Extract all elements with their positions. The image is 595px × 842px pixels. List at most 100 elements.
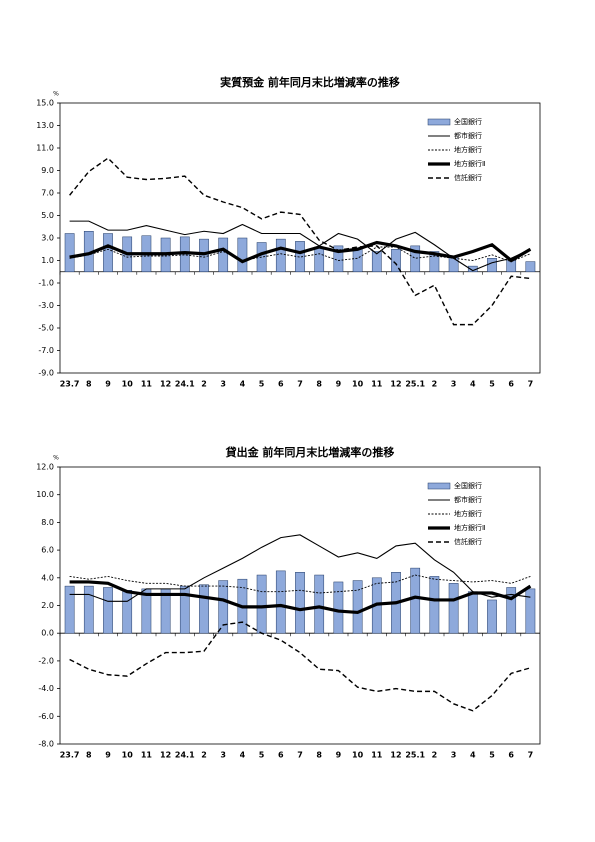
- x-tick-label: 4: [470, 751, 476, 760]
- x-tick-label: 9: [105, 380, 111, 389]
- legend-label: 信託銀行: [454, 173, 482, 182]
- x-tick-label: 9: [336, 751, 342, 760]
- bar: [237, 237, 248, 272]
- bar: [410, 245, 421, 272]
- x-tick-label: 3: [451, 380, 457, 389]
- x-tick-label: 10: [352, 380, 364, 389]
- x-tick-label: 7: [297, 751, 303, 760]
- x-tick-label: 24.1: [175, 380, 195, 389]
- line: [69, 621, 531, 712]
- bar: [352, 580, 363, 634]
- legend-label: 地方銀行Ⅱ: [454, 159, 485, 168]
- x-tick-label: 2: [432, 751, 438, 760]
- x-tick-label: 23.7: [60, 380, 80, 389]
- bar: [199, 238, 209, 272]
- bar: [83, 585, 94, 634]
- bar: [467, 591, 478, 634]
- x-tick-label: 11: [371, 751, 383, 760]
- y-tick-label: -9.0: [38, 369, 54, 378]
- x-tick-label: 23.7: [60, 751, 80, 760]
- bar: [103, 233, 113, 272]
- x-tick-label: 7: [528, 751, 534, 760]
- bar: [275, 570, 286, 634]
- legend-label: 地方銀行: [454, 145, 482, 154]
- bar: [506, 587, 517, 634]
- x-tick-label: 2: [432, 380, 438, 389]
- bar: [199, 584, 209, 634]
- x-tick-label: 24.1: [175, 751, 195, 760]
- x-tick-label: 8: [316, 380, 322, 389]
- bar: [429, 576, 440, 634]
- bar: [256, 574, 267, 634]
- bar: [314, 574, 325, 634]
- legend-label: 信託銀行: [454, 537, 482, 546]
- y-tick-label: 3.0: [41, 234, 54, 243]
- y-tick-label: -5.0: [38, 324, 54, 333]
- y-tick-label: -2.0: [38, 656, 54, 665]
- y-unit: %: [53, 91, 59, 98]
- bar: [352, 247, 363, 272]
- y-tick-label: 9.0: [41, 166, 54, 175]
- x-tick-label: 11: [141, 751, 153, 760]
- bar: [64, 233, 75, 272]
- y-tick-label: 5.0: [41, 211, 54, 220]
- y-tick-label: 7.0: [41, 189, 54, 198]
- y-tick-label: 0.0: [41, 629, 54, 638]
- x-tick-label: 11: [371, 380, 383, 389]
- legend-label: 全国銀行: [454, 481, 482, 490]
- legend-label: 地方銀行Ⅱ: [454, 523, 485, 532]
- line: [69, 240, 532, 264]
- x-tick-label: 10: [122, 380, 134, 389]
- bar: [218, 237, 229, 272]
- chart-title: 貸出金 前年同月末比増減率の推移: [225, 445, 395, 459]
- x-tick-label: 4: [240, 751, 246, 760]
- x-tick-label: 5: [259, 380, 265, 389]
- x-tick-label: 25.1: [405, 380, 425, 389]
- line: [69, 534, 531, 602]
- bar: [333, 245, 344, 272]
- y-tick-label: 2.0: [41, 601, 54, 610]
- line: [69, 574, 531, 594]
- x-tick-label: 25.1: [405, 751, 425, 760]
- x-tick-label: 5: [489, 380, 495, 389]
- bar: [295, 241, 305, 272]
- y-tick-label: 6.0: [41, 546, 54, 555]
- x-tick-label: 5: [259, 751, 265, 760]
- y-tick-label: 1.0: [41, 256, 54, 265]
- x-tick-label: 6: [278, 380, 284, 389]
- legend-label: 都市銀行: [454, 495, 482, 504]
- x-tick-label: 3: [451, 751, 457, 760]
- x-tick-label: 2: [201, 380, 207, 389]
- x-tick-label: 4: [470, 380, 476, 389]
- x-tick-label: 12: [160, 751, 171, 760]
- x-tick-label: 2: [201, 751, 207, 760]
- bar: [448, 583, 459, 634]
- bar: [314, 246, 325, 272]
- bar: [448, 256, 459, 272]
- bar: [333, 581, 344, 634]
- x-tick-label: 3: [220, 751, 226, 760]
- y-tick-label: 8.0: [41, 518, 54, 527]
- x-tick-label: 12: [160, 380, 171, 389]
- x-tick-label: 10: [352, 751, 364, 760]
- y-unit: %: [53, 455, 59, 462]
- bar: [429, 251, 440, 272]
- y-tick-label: -4.0: [38, 684, 54, 693]
- y-tick-label: -3.0: [38, 301, 54, 310]
- bar: [295, 572, 305, 634]
- bar: [103, 587, 113, 634]
- bar: [410, 567, 421, 634]
- x-tick-label: 9: [105, 751, 111, 760]
- x-tick-label: 7: [528, 380, 534, 389]
- x-tick-label: 7: [297, 380, 303, 389]
- x-tick-label: 4: [240, 380, 246, 389]
- legend-swatch: [427, 482, 451, 490]
- y-tick-label: -8.0: [38, 740, 54, 749]
- x-tick-label: 6: [278, 751, 284, 760]
- y-tick-label: 13.0: [36, 121, 54, 130]
- bar: [122, 590, 133, 634]
- y-tick-label: 15.0: [36, 99, 54, 108]
- bar: [487, 258, 497, 272]
- y-tick-label: -1.0: [38, 279, 54, 288]
